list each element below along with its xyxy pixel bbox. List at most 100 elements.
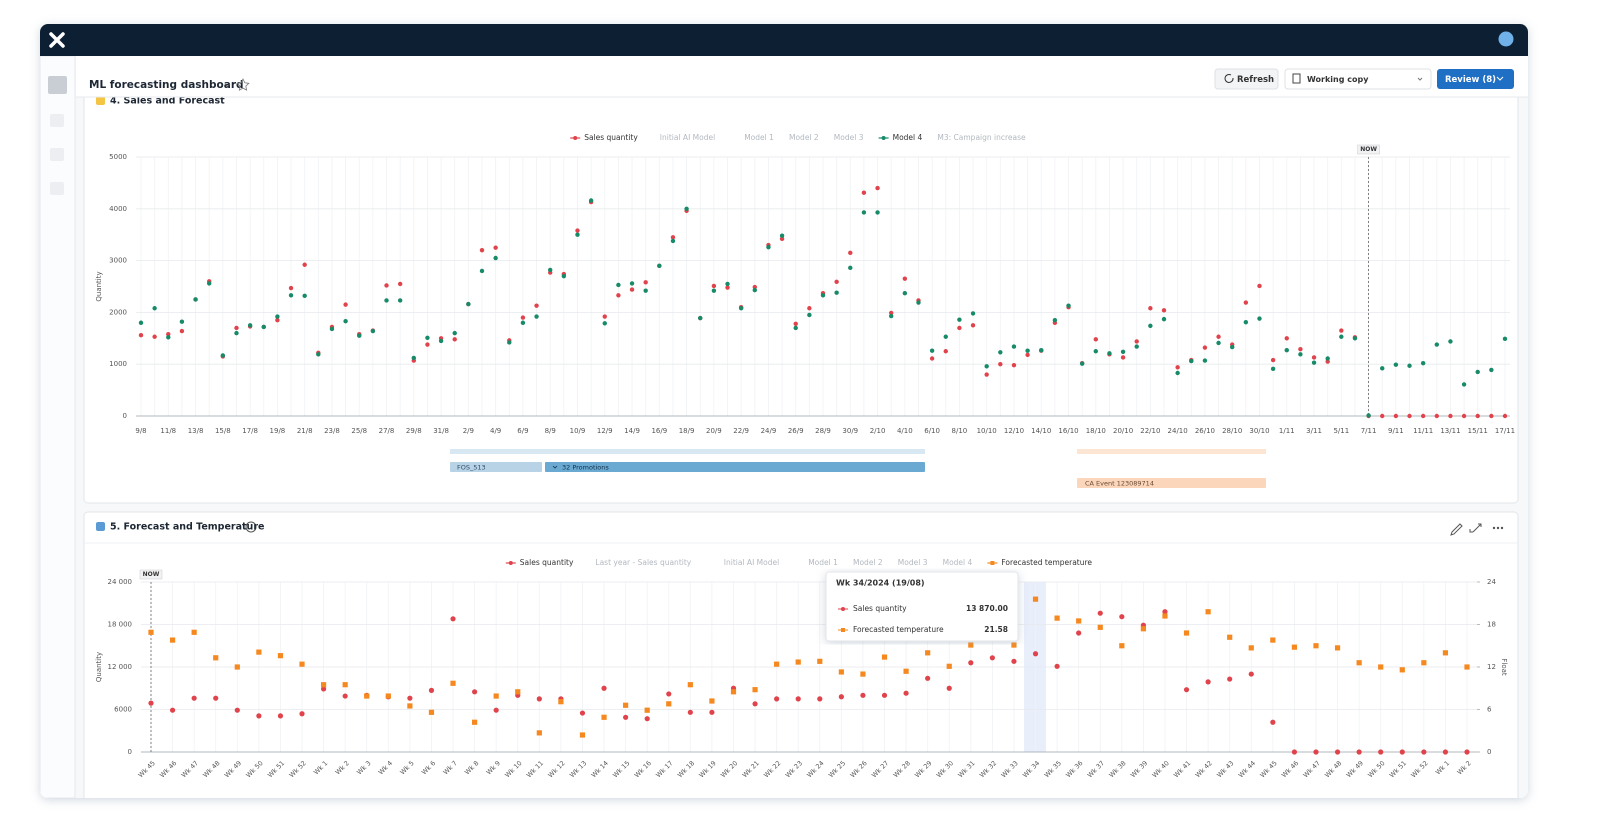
star-icon[interactable]	[236, 78, 250, 91]
data-point	[1489, 413, 1494, 419]
review-button[interactable]	[1437, 69, 1514, 89]
data-point	[493, 693, 499, 699]
y2-tick-label: 24	[1487, 578, 1496, 586]
info-icon[interactable]	[245, 521, 257, 533]
data-point	[179, 319, 185, 324]
tooltip-name: Sales quantity	[853, 604, 907, 613]
legend-label[interactable]: Initial AI Model	[660, 133, 715, 142]
y2-tick-label: 12	[1487, 663, 1496, 671]
avatar[interactable]	[1498, 31, 1514, 47]
data-point	[256, 713, 262, 719]
panel-actions[interactable]	[1450, 523, 1504, 536]
data-point	[277, 713, 284, 719]
data-point	[795, 659, 801, 665]
data-point	[1227, 676, 1233, 682]
sidebar-item[interactable]	[50, 148, 64, 161]
logo[interactable]	[49, 32, 65, 48]
legend-label[interactable]: Model 3	[898, 558, 928, 567]
legend-label[interactable]: M3: Campaign increase	[937, 133, 1026, 142]
data-point	[861, 210, 867, 215]
legend-label[interactable]: Model 2	[789, 133, 819, 142]
x-tick-label: 16/9	[651, 427, 667, 435]
chevron[interactable]	[552, 465, 558, 469]
panel-color	[96, 522, 105, 531]
expand-icon[interactable]	[1469, 523, 1482, 533]
data-point	[766, 244, 771, 250]
sidebar-item[interactable]	[50, 182, 64, 195]
data-point	[1291, 644, 1298, 650]
data-point	[666, 701, 672, 707]
y2-axis-label: Float	[1500, 658, 1508, 676]
legend-label[interactable]: Forecasted temperature	[1001, 558, 1092, 567]
select-label: Working copy	[1307, 75, 1369, 84]
chevron[interactable]	[224, 83, 231, 88]
version-select[interactable]	[1284, 68, 1432, 90]
x-tick-label: 1/11	[1279, 427, 1295, 435]
legend-label[interactable]: Model 3	[834, 133, 864, 142]
y-tick-label: 24 000	[108, 578, 133, 586]
x-tick-label: 5/11	[1333, 427, 1349, 435]
data-point	[397, 281, 403, 287]
data-point	[407, 695, 413, 701]
sidebar-item[interactable]	[50, 114, 64, 127]
data-point	[450, 616, 456, 622]
data-point	[191, 629, 197, 635]
legend-label[interactable]: Model 2	[853, 558, 883, 567]
now-label: NOW	[143, 571, 160, 578]
data-point	[644, 707, 650, 713]
data-point	[709, 709, 715, 715]
data-point	[1257, 283, 1262, 289]
legend-label[interactable]: Model 4	[943, 558, 973, 567]
data-point	[493, 707, 499, 713]
data-point	[316, 352, 321, 357]
more-dot[interactable]	[1492, 526, 1496, 530]
data-point	[1313, 643, 1319, 649]
x-tick-label: 24/9	[761, 427, 777, 435]
data-point	[1284, 336, 1289, 341]
legend-label[interactable]: Model 1	[808, 558, 838, 567]
data-point	[875, 185, 880, 191]
data-point	[1407, 413, 1412, 419]
legend-label[interactable]: Model 1	[744, 133, 774, 142]
event-bar[interactable]	[545, 462, 925, 472]
data-point	[536, 696, 542, 702]
event-bar[interactable]	[450, 462, 542, 472]
data-point	[385, 693, 391, 699]
more-dot[interactable]	[1500, 526, 1504, 530]
data-point	[472, 689, 478, 695]
legend-label[interactable]: Sales quantity	[520, 558, 574, 567]
data-point	[601, 685, 607, 691]
legend-label[interactable]: Initial AI Model	[724, 558, 779, 567]
data-point	[1183, 630, 1190, 636]
data-point	[774, 696, 780, 702]
data-point	[1434, 342, 1440, 347]
data-point	[838, 669, 844, 675]
data-point	[1161, 308, 1167, 313]
legend-label[interactable]: Sales quantity	[584, 133, 638, 142]
x-tick-label: 12/10	[1004, 427, 1024, 435]
more-dot[interactable]	[1496, 526, 1500, 530]
data-point	[148, 629, 154, 635]
data-point	[1464, 749, 1470, 755]
data-point	[1079, 361, 1085, 366]
tooltip-title: Wk 34/2024 (19/08)	[836, 579, 925, 588]
data-point	[1183, 687, 1190, 693]
refresh-button[interactable]	[1214, 68, 1279, 90]
legend-label[interactable]: Model 4	[893, 133, 923, 142]
data-point	[364, 693, 370, 699]
y2-tick-label: 18	[1487, 621, 1496, 629]
data-point	[1243, 320, 1249, 325]
data-point	[730, 689, 737, 695]
data-point	[820, 293, 826, 298]
data-point	[1120, 355, 1126, 360]
data-point	[1420, 360, 1426, 366]
data-point	[774, 661, 780, 667]
edit-icon[interactable]	[1450, 523, 1463, 536]
tooltip-swatch	[841, 607, 845, 611]
data-point	[1464, 664, 1470, 670]
data-point	[925, 650, 931, 656]
sidebar-item[interactable]	[48, 76, 67, 94]
legend-label[interactable]: Last year - Sales quantity	[595, 558, 691, 567]
event-bar[interactable]	[1077, 478, 1266, 488]
data-point	[687, 682, 693, 688]
